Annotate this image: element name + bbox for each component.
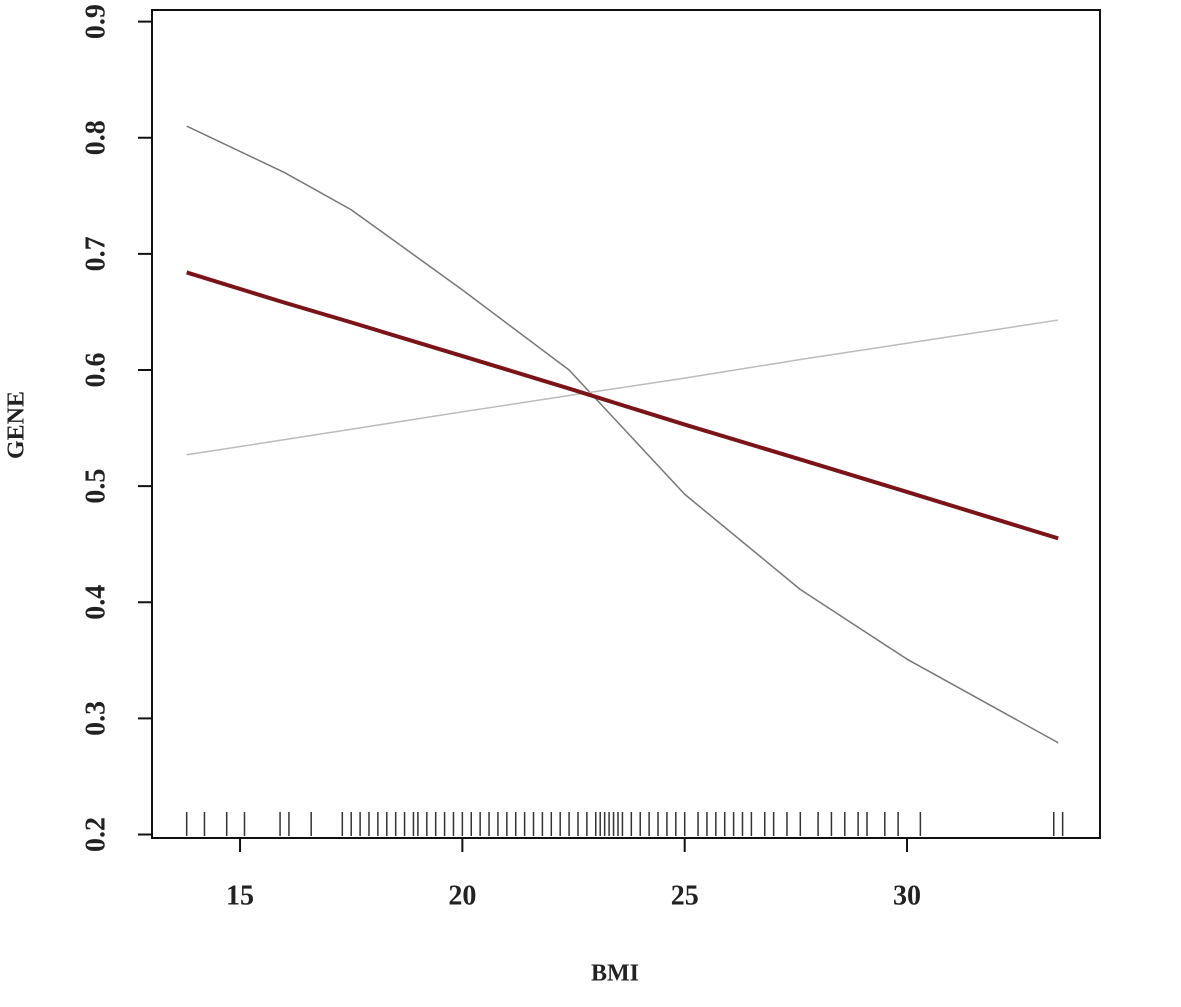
x-tick-label: 30 <box>893 880 921 911</box>
y-axis-title: GENE <box>4 391 30 459</box>
y-tick-label: 0.5 <box>80 469 111 504</box>
y-tick-label: 0.3 <box>80 701 111 736</box>
y-tick-label: 0.6 <box>80 353 111 388</box>
line-series <box>186 319 1059 456</box>
x-tick-label: 15 <box>226 880 254 911</box>
y-tick-label: 0.4 <box>80 585 111 620</box>
x-tick-label: 20 <box>448 880 476 911</box>
x-tick-label: 25 <box>671 880 699 911</box>
line-series <box>186 125 1059 744</box>
line-series <box>186 270 1059 541</box>
plot-frame <box>151 9 1101 839</box>
y-tick-label: 0.2 <box>80 817 111 852</box>
y-tick-label: 0.8 <box>80 120 111 155</box>
y-tick-label: 0.7 <box>80 236 111 271</box>
y-tick-label: 0.9 <box>80 4 111 39</box>
x-axis-title: BMI <box>591 961 639 987</box>
